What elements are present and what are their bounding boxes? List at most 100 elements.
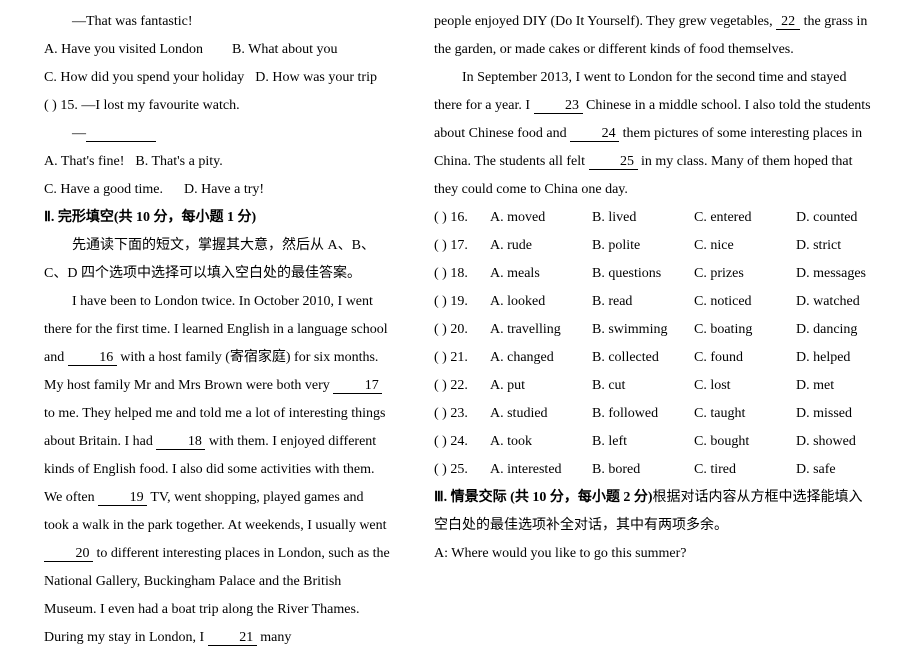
q14-option-d: D. How was your trip — [255, 70, 377, 85]
blank-25: 25 — [589, 155, 638, 170]
option-d: D. safe — [796, 456, 876, 484]
cloze-option-row: ( ) 23.A. studiedB. followedC. taughtD. … — [434, 400, 876, 428]
option-d: D. missed — [796, 400, 876, 428]
option-a: A. studied — [490, 400, 592, 428]
option-d: D. helped — [796, 344, 876, 372]
q14-options-line1: A. Have you visited London B. What about… — [44, 36, 390, 64]
q15-dash: — — [72, 126, 86, 141]
option-c: C. taught — [694, 400, 796, 428]
option-d: D. showed — [796, 428, 876, 456]
option-b: B. swimming — [592, 316, 694, 344]
option-a: A. rude — [490, 232, 592, 260]
option-d: D. met — [796, 372, 876, 400]
q15-option-a: A. That's fine! — [44, 154, 124, 169]
blank-24: 24 — [570, 127, 619, 142]
dialogue-line-a: A: Where would you like to go this summe… — [434, 540, 876, 568]
section-iii-lead: Ⅲ. 情景交际 (共 10 分，每小题 2 分) — [434, 490, 652, 505]
option-b: B. polite — [592, 232, 694, 260]
option-a: A. looked — [490, 288, 592, 316]
option-b: B. bored — [592, 456, 694, 484]
q14-option-c: C. How did you spend your holiday — [44, 70, 244, 85]
q15-reply: — — [44, 120, 390, 148]
q14-option-b: B. What about you — [232, 42, 338, 57]
option-b: B. read — [592, 288, 694, 316]
blank-16: 16 — [68, 351, 117, 366]
option-c: C. bought — [694, 428, 796, 456]
option-b: B. lived — [592, 204, 694, 232]
option-d: D. watched — [796, 288, 876, 316]
option-b: B. followed — [592, 400, 694, 428]
section-iii-title: Ⅲ. 情景交际 (共 10 分，每小题 2 分)根据对话内容从方框中选择能填入空… — [434, 484, 876, 540]
cloze-option-row: ( ) 21.A. changedB. collectedC. foundD. … — [434, 344, 876, 372]
option-c: C. prizes — [694, 260, 796, 288]
q15-option-b: B. That's a pity. — [135, 154, 222, 169]
option-number: ( ) 25. — [434, 456, 490, 484]
option-number: ( ) 24. — [434, 428, 490, 456]
option-number: ( ) 18. — [434, 260, 490, 288]
blank-17: 17 — [333, 379, 382, 394]
option-c: C. found — [694, 344, 796, 372]
blank-22: 22 — [776, 15, 800, 30]
blank-18: 18 — [156, 435, 205, 450]
option-c: C. nice — [694, 232, 796, 260]
cloze-option-row: ( ) 22.A. putB. cutC. lostD. met — [434, 372, 876, 400]
cloze-paragraph-left: I have been to London twice. In October … — [44, 288, 390, 652]
cloze-option-row: ( ) 16.A. movedB. livedC. enteredD. coun… — [434, 204, 876, 232]
cloze-option-row: ( ) 17.A. rudeB. politeC. niceD. strict — [434, 232, 876, 260]
option-number: ( ) 20. — [434, 316, 490, 344]
option-number: ( ) 17. — [434, 232, 490, 260]
option-d: D. counted — [796, 204, 876, 232]
option-a: A. moved — [490, 204, 592, 232]
q15-stem: ( ) 15. —I lost my favourite watch. — [44, 92, 390, 120]
option-c: C. boating — [694, 316, 796, 344]
option-d: D. strict — [796, 232, 876, 260]
option-b: B. left — [592, 428, 694, 456]
blank-20: 20 — [44, 547, 93, 562]
q14-dialogue-reply: —That was fantastic! — [44, 8, 390, 36]
blank-23: 23 — [534, 99, 583, 114]
option-c: C. lost — [694, 372, 796, 400]
option-a: A. interested — [490, 456, 592, 484]
option-b: B. questions — [592, 260, 694, 288]
q15-options-line1: A. That's fine! B. That's a pity. — [44, 148, 390, 176]
cloze-paragraph-right-1: people enjoyed DIY (Do It Yourself). The… — [434, 8, 876, 64]
cloze-paragraph-right-2: In September 2013, I went to London for … — [434, 64, 876, 204]
cloze-option-row: ( ) 18.A. mealsB. questionsC. prizesD. m… — [434, 260, 876, 288]
cloze-option-row: ( ) 24.A. tookB. leftC. boughtD. showed — [434, 428, 876, 456]
option-b: B. cut — [592, 372, 694, 400]
cloze-text: many — [257, 630, 292, 645]
cloze-option-row: ( ) 25.A. interestedB. boredC. tiredD. s… — [434, 456, 876, 484]
option-a: A. changed — [490, 344, 592, 372]
option-number: ( ) 19. — [434, 288, 490, 316]
option-a: A. travelling — [490, 316, 592, 344]
cloze-options-block: ( ) 16.A. movedB. livedC. enteredD. coun… — [434, 204, 876, 484]
option-c: C. noticed — [694, 288, 796, 316]
option-a: A. took — [490, 428, 592, 456]
option-a: A. meals — [490, 260, 592, 288]
section-ii-title: Ⅱ. 完形填空(共 10 分，每小题 1 分) — [44, 204, 390, 232]
q15-option-d: D. Have a try! — [184, 182, 264, 197]
blank-21: 21 — [208, 631, 257, 646]
q15-options-line2: C. Have a good time. D. Have a try! — [44, 176, 390, 204]
option-a: A. put — [490, 372, 592, 400]
option-number: ( ) 23. — [434, 400, 490, 428]
blank-19: 19 — [98, 491, 147, 506]
option-d: D. messages — [796, 260, 876, 288]
q14-option-a: A. Have you visited London — [44, 42, 203, 57]
cloze-text: people enjoyed DIY (Do It Yourself). The… — [434, 14, 776, 29]
right-column: people enjoyed DIY (Do It Yourself). The… — [412, 8, 886, 643]
cloze-option-row: ( ) 20.A. travellingB. swimmingC. boatin… — [434, 316, 876, 344]
option-number: ( ) 22. — [434, 372, 490, 400]
left-column: —That was fantastic! A. Have you visited… — [34, 8, 412, 643]
option-number: ( ) 16. — [434, 204, 490, 232]
option-d: D. dancing — [796, 316, 876, 344]
option-c: C. tired — [694, 456, 796, 484]
option-b: B. collected — [592, 344, 694, 372]
page: —That was fantastic! A. Have you visited… — [0, 0, 920, 651]
q14-options-line2: C. How did you spend your holiday D. How… — [44, 64, 390, 92]
option-c: C. entered — [694, 204, 796, 232]
option-number: ( ) 21. — [434, 344, 490, 372]
cloze-option-row: ( ) 19.A. lookedB. readC. noticedD. watc… — [434, 288, 876, 316]
section-ii-intro: 先通读下面的短文，掌握其大意，然后从 A、B、C、D 四个选项中选择可以填入空白… — [44, 232, 390, 288]
q15-option-c: C. Have a good time. — [44, 182, 163, 197]
